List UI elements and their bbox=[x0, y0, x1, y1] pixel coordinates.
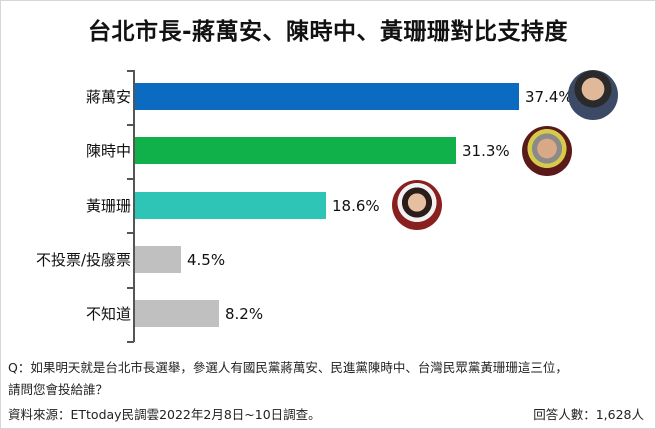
value-label: 18.6% bbox=[332, 197, 380, 215]
data-source: 資料來源：ETtoday民調雲2022年2月8日~10日調查。 bbox=[8, 407, 321, 422]
question-line-1: Q：如果明天就是台北市長選舉，參選人有國民黨蔣萬安、民進黨陳時中、台灣民眾黨黃珊… bbox=[8, 360, 568, 375]
category-label: 蔣萬安 bbox=[85, 88, 131, 106]
axis-tick bbox=[127, 70, 134, 72]
bar bbox=[135, 192, 326, 219]
survey-question: Q：如果明天就是台北市長選舉，參選人有國民黨蔣萬安、民進黨陳時中、台灣民眾黨黃珊… bbox=[8, 357, 648, 401]
candidate-photo-huang bbox=[392, 180, 442, 230]
bar-row: 黃珊珊 18.6% bbox=[0, 191, 656, 221]
bar bbox=[135, 300, 219, 327]
bar bbox=[135, 83, 519, 110]
question-line-2: 請問您會投給誰？ bbox=[8, 382, 109, 397]
bar-row: 不投票/投廢票 4.5% bbox=[0, 245, 656, 275]
bar-row: 不知道 8.2% bbox=[0, 299, 656, 329]
value-label: 31.3% bbox=[462, 142, 510, 160]
axis-tick bbox=[127, 124, 134, 126]
axis-tick bbox=[127, 178, 134, 180]
bar bbox=[135, 246, 181, 273]
category-label: 不知道 bbox=[85, 305, 131, 323]
category-label: 陳時中 bbox=[85, 142, 131, 160]
value-label: 8.2% bbox=[225, 305, 264, 323]
category-label: 黃珊珊 bbox=[85, 197, 131, 215]
axis-tick bbox=[127, 232, 134, 234]
bar-row: 蔣萬安 37.4% bbox=[0, 82, 656, 112]
value-label: 37.4% bbox=[525, 88, 573, 106]
category-label: 不投票/投廢票 bbox=[35, 251, 131, 269]
bar bbox=[135, 137, 456, 164]
chart-title: 台北市長-蔣萬安、陳時中、黃珊珊對比支持度 bbox=[87, 19, 569, 45]
candidate-photo-jiang bbox=[568, 70, 618, 120]
bar-row: 陳時中 31.3% bbox=[0, 136, 656, 166]
axis-tick bbox=[127, 341, 134, 343]
candidate-photo-chen bbox=[522, 126, 572, 176]
y-axis bbox=[133, 70, 135, 342]
respondent-count: 回答人數：1,628人 bbox=[533, 407, 644, 422]
value-label: 4.5% bbox=[187, 251, 226, 269]
axis-tick bbox=[127, 287, 134, 289]
